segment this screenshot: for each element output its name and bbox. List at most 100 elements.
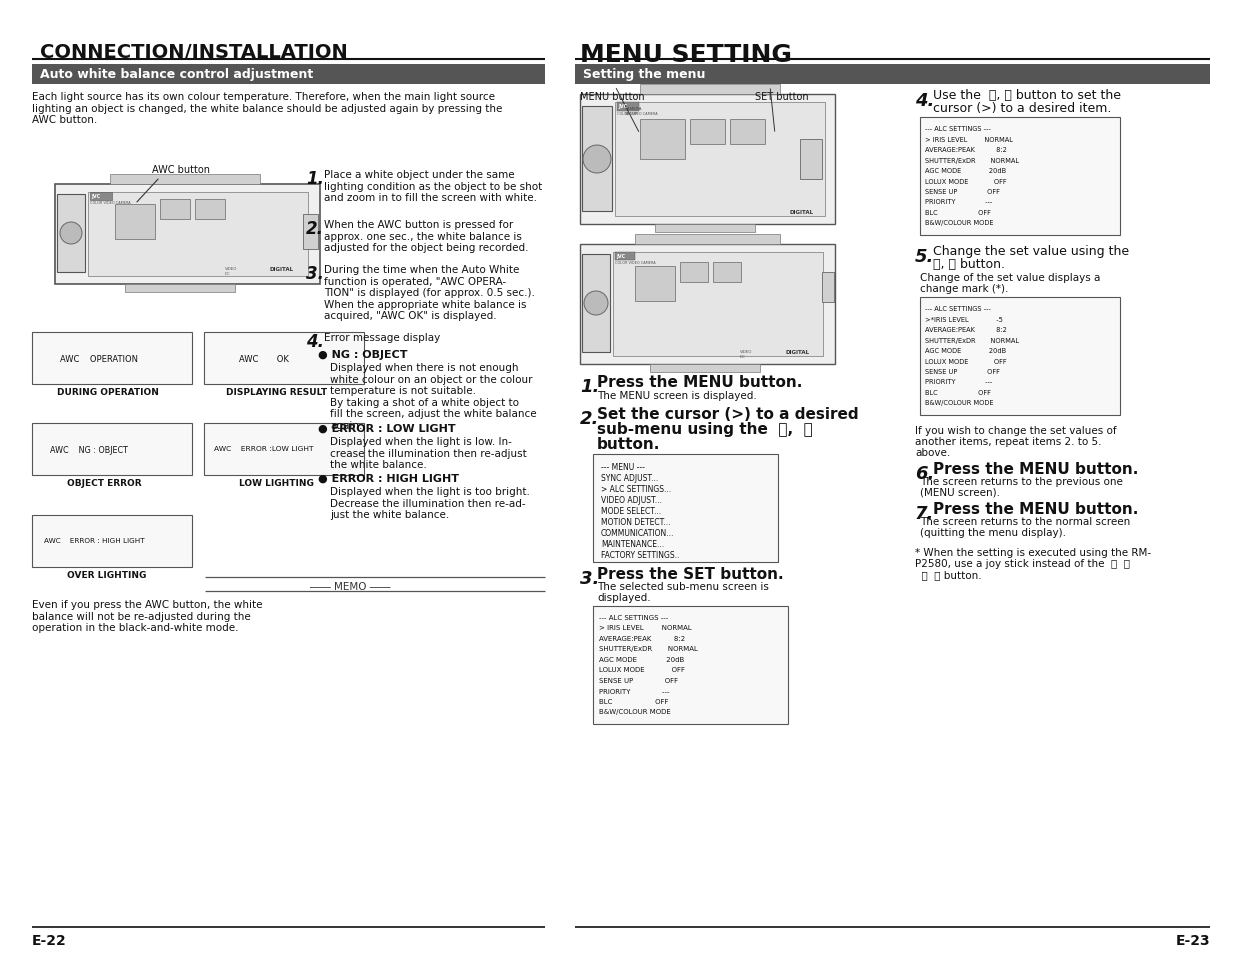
Bar [713, 263, 741, 283]
Text: 7.: 7. [915, 504, 935, 522]
Text: Even if you press the AWC button, the white
balance will not be re-adjusted duri: Even if you press the AWC button, the wh… [32, 599, 263, 633]
Text: another items, repeat items 2. to 5.: another items, repeat items 2. to 5. [915, 436, 1102, 447]
Text: 1.: 1. [306, 170, 324, 188]
Text: E-22: E-22 [32, 933, 67, 947]
Bar [576, 65, 1210, 85]
Bar [730, 120, 764, 145]
Text: Press the SET button.: Press the SET button. [597, 566, 784, 581]
Text: 1.: 1. [580, 377, 599, 395]
Bar [635, 234, 781, 245]
Text: AWC    OPERATION: AWC OPERATION [61, 355, 138, 364]
Text: AGC MODE             20dB: AGC MODE 20dB [925, 168, 1007, 173]
Text: > IRIS LEVEL        NORMAL: > IRIS LEVEL NORMAL [925, 136, 1013, 142]
Text: DIGITAL: DIGITAL [270, 267, 294, 272]
Bar [823, 273, 834, 303]
Text: JVC: JVC [616, 253, 625, 258]
Bar [204, 333, 364, 385]
Text: 5.: 5. [915, 248, 935, 266]
Text: P2580, use a joy stick instead of the  Ⓜ  Ⓜ: P2580, use a joy stick instead of the Ⓜ … [915, 558, 1130, 568]
Text: BLC                   OFF: BLC OFF [925, 210, 990, 215]
Text: --- ALC SETTINGS ---: --- ALC SETTINGS --- [925, 306, 990, 312]
Text: AVERAGE:PEAK          8:2: AVERAGE:PEAK 8:2 [925, 327, 1007, 333]
Text: 6.: 6. [915, 464, 935, 482]
Text: AVERAGE:PEAK          8:2: AVERAGE:PEAK 8:2 [925, 147, 1007, 152]
Text: SHUTTER/ExDR       NORMAL: SHUTTER/ExDR NORMAL [925, 157, 1019, 163]
Text: ● ERROR : LOW LIGHT: ● ERROR : LOW LIGHT [317, 423, 456, 434]
Text: ● ERROR : HIGH LIGHT: ● ERROR : HIGH LIGHT [317, 474, 459, 483]
Text: B&W/COLOUR MODE: B&W/COLOUR MODE [599, 709, 671, 715]
Text: VIDEO
DC: VIDEO DC [740, 350, 752, 358]
Text: VIDEO
DC: VIDEO DC [225, 267, 237, 275]
Text: Press the MENU button.: Press the MENU button. [932, 461, 1139, 476]
Text: button.: button. [597, 436, 661, 452]
Bar [110, 174, 261, 185]
Text: AWC button: AWC button [152, 165, 210, 174]
Text: 3.: 3. [306, 265, 324, 283]
Bar [655, 225, 755, 233]
Circle shape [583, 146, 611, 173]
Bar [56, 185, 320, 285]
Text: MOTION DETECT...: MOTION DETECT... [601, 517, 671, 526]
Bar [920, 118, 1120, 235]
Text: BLC                   OFF: BLC OFF [925, 390, 990, 395]
Bar [32, 65, 545, 85]
Bar [635, 267, 676, 302]
Text: BLC                   OFF: BLC OFF [599, 699, 668, 704]
Text: During the time when the Auto White
function is operated, "AWC OPERA-
TION" is d: During the time when the Auto White func… [324, 265, 535, 321]
Bar [115, 205, 156, 240]
Text: AGC MODE             20dB: AGC MODE 20dB [925, 348, 1007, 354]
Bar [90, 193, 112, 201]
Text: Change of the set value displays a: Change of the set value displays a [920, 273, 1100, 283]
Bar [88, 193, 308, 276]
Bar [593, 455, 778, 562]
Text: DISPLAYING RESULT: DISPLAYING RESULT [226, 388, 327, 396]
Text: JVC: JVC [618, 104, 627, 109]
Text: CONNECTION/INSTALLATION: CONNECTION/INSTALLATION [40, 43, 348, 62]
Bar [640, 120, 685, 160]
Text: --- ALC SETTINGS ---: --- ALC SETTINGS --- [925, 126, 990, 132]
Text: DURING OPERATION: DURING OPERATION [57, 388, 159, 396]
Bar [593, 606, 788, 724]
Bar [161, 200, 190, 220]
Text: Set the cursor (>) to a desired: Set the cursor (>) to a desired [597, 407, 858, 421]
Text: SENSE UP              OFF: SENSE UP OFF [599, 678, 678, 683]
Text: FACTORY SETTINGS..: FACTORY SETTINGS.. [601, 551, 679, 559]
Text: COLOR VIDEO CAMERA: COLOR VIDEO CAMERA [90, 201, 131, 205]
Text: AWC    ERROR : HIGH LIGHT: AWC ERROR : HIGH LIGHT [44, 537, 144, 543]
Text: OVER LIGHTING: OVER LIGHTING [67, 571, 147, 579]
Bar [800, 140, 823, 180]
Text: 2.: 2. [306, 220, 324, 237]
Text: LOLUX MODE            OFF: LOLUX MODE OFF [599, 667, 685, 673]
Text: --- MENU ---: --- MENU --- [601, 462, 645, 472]
Text: (quitting the menu display).: (quitting the menu display). [920, 527, 1066, 537]
Text: Press the MENU button.: Press the MENU button. [597, 375, 803, 390]
Text: 2.: 2. [580, 410, 599, 428]
Text: CAMERA
SETUP: CAMERA SETUP [625, 107, 642, 115]
Text: Use the  Ⓜ, Ⓜ button to set the: Use the Ⓜ, Ⓜ button to set the [932, 89, 1121, 102]
Text: Error message display: Error message display [324, 333, 440, 343]
Bar [618, 103, 638, 112]
Text: Auto white balance control adjustment: Auto white balance control adjustment [40, 68, 314, 81]
Text: > IRIS LEVEL        NORMAL: > IRIS LEVEL NORMAL [599, 625, 692, 631]
Text: * When the setting is executed using the RM-: * When the setting is executed using the… [915, 547, 1151, 558]
Bar [690, 120, 725, 145]
Text: AVERAGE:PEAK          8:2: AVERAGE:PEAK 8:2 [599, 636, 685, 641]
Text: (MENU screen).: (MENU screen). [920, 488, 1000, 497]
Text: 4.: 4. [915, 91, 935, 110]
Bar [640, 85, 781, 95]
Bar [125, 285, 235, 293]
Text: The screen returns to the normal screen: The screen returns to the normal screen [920, 517, 1130, 526]
Bar [615, 103, 825, 216]
Text: When the AWC button is pressed for
approx. one sec., the white balance is
adjust: When the AWC button is pressed for appro… [324, 220, 529, 253]
Text: VIDEO ADJUST...: VIDEO ADJUST... [601, 496, 662, 504]
Text: SYNC ADJUST...: SYNC ADJUST... [601, 474, 658, 482]
Text: B&W/COLOUR MODE: B&W/COLOUR MODE [925, 220, 993, 226]
Text: OBJECT ERROR: OBJECT ERROR [67, 478, 142, 488]
Text: MAINTENANCE...: MAINTENANCE... [601, 539, 664, 548]
Text: Each light source has its own colour temperature. Therefore, when the main light: Each light source has its own colour tem… [32, 91, 503, 125]
Text: The MENU screen is displayed.: The MENU screen is displayed. [597, 391, 757, 400]
Text: AWC    NG : OBJECT: AWC NG : OBJECT [49, 446, 128, 455]
Text: change mark (*).: change mark (*). [920, 284, 1008, 294]
Bar [582, 107, 613, 212]
Text: SHUTTER/ExDR       NORMAL: SHUTTER/ExDR NORMAL [599, 646, 698, 652]
